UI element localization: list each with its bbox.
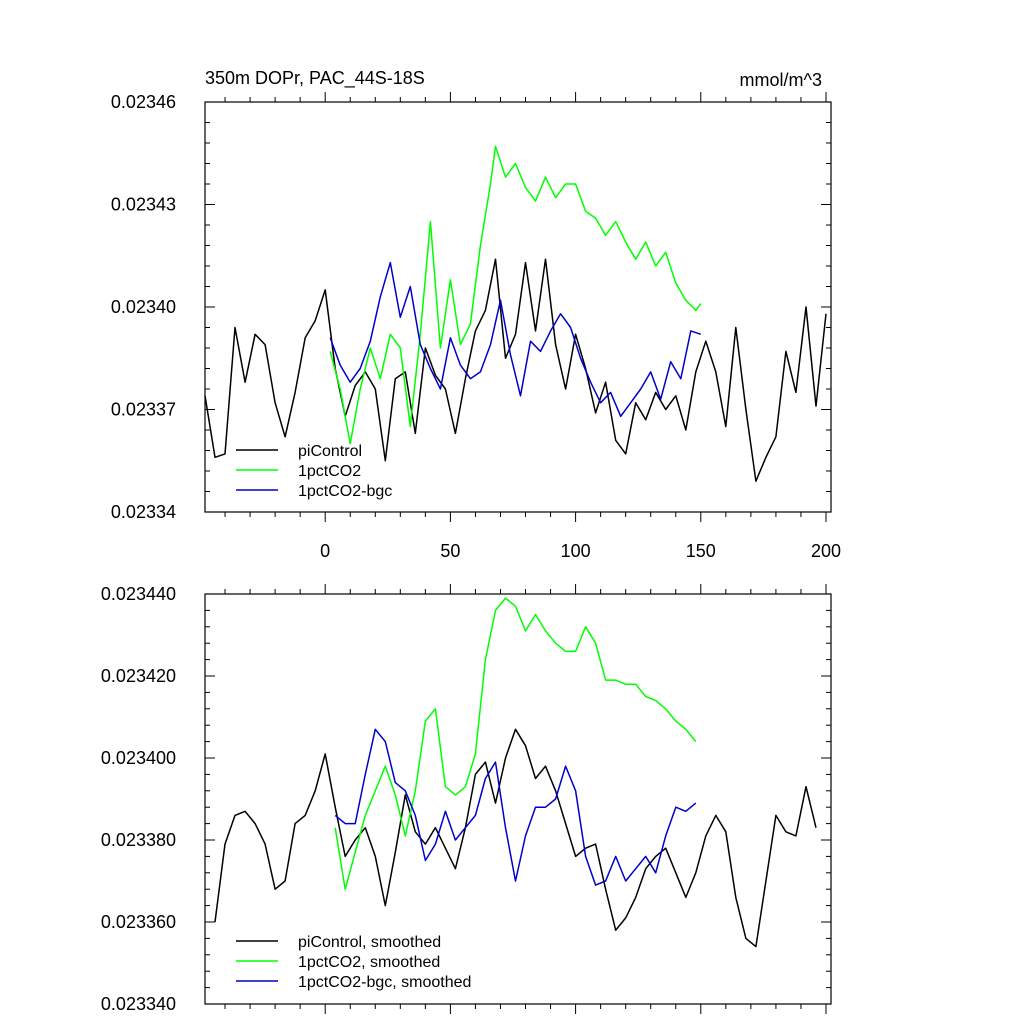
y-tick-label: 0.023340: [101, 994, 176, 1014]
y-tick-label: 0.023360: [101, 912, 176, 932]
legend-label-1pctco2-bgc-smoothed: 1pctCO2-bgc, smoothed: [298, 974, 471, 991]
series-line-picontrol: [204, 258, 827, 482]
y-tick-label: 0.023440: [101, 584, 176, 604]
series-line-picontrol-smoothed: [214, 728, 817, 948]
series-line-1pctco2-bgc: [329, 261, 702, 418]
y-tick-label: 0.02346: [111, 92, 176, 112]
y-tick-label: 0.02337: [111, 400, 176, 420]
top-panel-title: 350m DOPr, PAC_44S-18S: [205, 68, 425, 89]
legend-label-1pctco2-smoothed: 1pctCO2, smoothed: [298, 954, 440, 971]
x-tick-label: 0: [320, 541, 330, 561]
legend-label-1pctco2: 1pctCO2: [298, 463, 361, 480]
y-tick-label: 0.023380: [101, 830, 176, 850]
y-tick-label: 0.02340: [111, 297, 176, 317]
legend-label-picontrol-smoothed: piControl, smoothed: [298, 934, 441, 951]
legend-label-1pctco2-bgc: 1pctCO2-bgc: [298, 483, 392, 500]
series-line-1pctco2-smoothed: [334, 597, 697, 890]
y-tick-label: 0.023400: [101, 748, 176, 768]
bottom-legend: piControl, smoothed 1pctCO2, smoothed 1p…: [236, 934, 471, 991]
x-tick-label: 50: [440, 541, 460, 561]
bottom-x-ticks: [224, 584, 827, 1014]
bottom-panel: 0.023340 0.023360 0.023380 0.023400 0.023420…: [101, 584, 832, 1014]
top-panel: 350m DOPr, PAC_44S-18S mmol/m^3 0.023340…: [111, 68, 841, 561]
series-line-1pctco2: [329, 145, 702, 445]
top-series: [204, 145, 827, 482]
x-tick-label: 200: [811, 541, 841, 561]
x-tick-label: 100: [561, 541, 591, 561]
x-tick-label: 150: [686, 541, 716, 561]
y-tick-label: 0.02343: [111, 195, 176, 215]
top-y-ticks: 0.02334 0.02337 0.02340 0.02343 0.02346: [111, 92, 831, 522]
y-tick-label: 0.023420: [101, 666, 176, 686]
y-tick-label: 0.02334: [111, 502, 176, 522]
top-x-ticks: 0 50 100 150 200: [224, 92, 841, 561]
bottom-y-ticks: 0.023340 0.023360 0.023380 0.023400 0.023420…: [101, 584, 831, 1014]
legend-label-picontrol: piControl: [298, 443, 362, 460]
bottom-plot-frame: [204, 593, 832, 1005]
bottom-series: [214, 597, 817, 948]
top-legend: piControl 1pctCO2 1pctCO2-bgc: [236, 443, 392, 500]
series-line-1pctco2-bgc-smoothed: [334, 728, 697, 886]
top-panel-units: mmol/m^3: [740, 70, 822, 90]
